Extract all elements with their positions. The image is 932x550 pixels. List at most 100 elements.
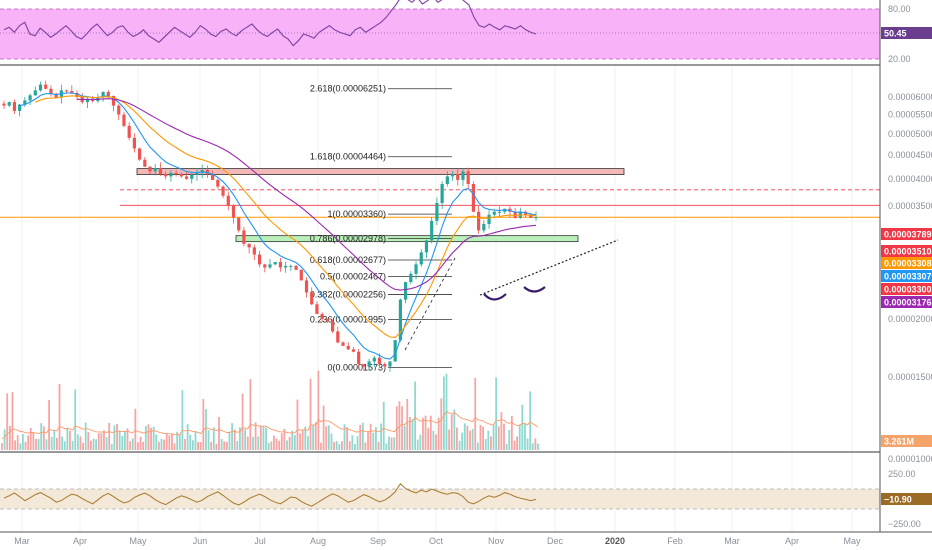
price-tag-text: 0.00003789 <box>884 230 932 240</box>
candle-body <box>221 186 225 196</box>
volume-bar <box>254 422 257 450</box>
candle-body <box>278 262 283 268</box>
volume-value-tag[interactable] <box>881 435 932 447</box>
volume-bar <box>432 430 435 450</box>
volume-bar <box>479 424 482 450</box>
dotted-trendline[interactable] <box>479 239 619 296</box>
volume-bar <box>309 378 312 450</box>
candle-body <box>138 148 142 160</box>
volume-bar <box>74 389 77 450</box>
candle-body <box>497 211 502 213</box>
candle-body <box>75 93 79 97</box>
volume-bar <box>440 398 443 450</box>
candle-body <box>132 137 136 149</box>
volume-bar <box>419 434 422 450</box>
price-tick-label: 0.00002000 <box>888 314 932 324</box>
volume-bar <box>351 435 354 450</box>
candle-body <box>398 299 402 341</box>
price-axis[interactable]: 80.00 20.00 0.00006000 0.00005500 0.00005000… <box>881 4 932 529</box>
volume-bar <box>280 433 283 450</box>
volume-bar <box>341 441 343 450</box>
volume-bar <box>202 399 205 450</box>
volume-bar <box>453 409 456 450</box>
cci-value-tag[interactable] <box>881 493 932 505</box>
volume-bar <box>147 424 150 450</box>
time-axis[interactable]: Mar Apr May Jun Jul Aug Sep Oct Nov Dec 2020 Feb Mar… <box>14 536 861 546</box>
rsi-value-tag-text: 50.45 <box>884 29 907 39</box>
volume-bar <box>157 441 160 450</box>
rsi-series-line <box>3 0 537 47</box>
volume-bar <box>490 436 492 450</box>
time-tick-label: May <box>129 536 147 546</box>
price-tag[interactable] <box>881 296 932 308</box>
left-shoulder-arc[interactable] <box>483 293 507 301</box>
candle-body <box>435 203 439 221</box>
volume-bar <box>16 435 19 450</box>
volume-bar <box>427 428 430 450</box>
cci-panel[interactable] <box>0 483 880 510</box>
rsi-value-tag[interactable] <box>881 27 932 39</box>
candles <box>2 80 538 372</box>
volume-bar <box>116 423 118 450</box>
candle-body <box>252 247 256 255</box>
candle-body <box>310 292 314 305</box>
candle-body <box>190 174 194 179</box>
volume-ma-line <box>1 410 539 439</box>
right-shoulder-arc[interactable] <box>523 286 546 293</box>
volume-bar <box>369 423 372 450</box>
volume-bar <box>97 433 100 450</box>
volume-bar <box>205 409 207 450</box>
volume-bar <box>500 412 503 450</box>
volume-bar <box>526 438 529 450</box>
fib-level-label: 0.618(0.00002677) <box>310 255 386 265</box>
volume-bar <box>103 430 105 450</box>
volume-bar <box>393 437 396 450</box>
candle-body <box>377 357 382 364</box>
volume-bar <box>278 440 281 450</box>
resistance-zone[interactable] <box>136 168 625 175</box>
rsi-panel[interactable] <box>0 0 880 60</box>
volume-bar <box>361 422 364 450</box>
candle-body <box>106 92 110 96</box>
volume-bar <box>223 441 226 450</box>
volume-bar <box>317 370 320 450</box>
candle-body <box>450 173 455 177</box>
price-tag[interactable] <box>881 283 932 295</box>
volume-bar <box>359 424 362 450</box>
volume-bar <box>293 435 296 450</box>
candle-body <box>122 114 126 126</box>
volume-bar <box>471 428 474 450</box>
volume-bar <box>327 425 330 450</box>
volume-bar <box>92 438 95 450</box>
volume-bar <box>45 439 48 450</box>
fib-level-label: 0.5(0.00002467) <box>320 272 386 282</box>
volume-bar <box>283 428 286 450</box>
candle-body <box>289 265 293 267</box>
price-tag[interactable] <box>881 257 932 269</box>
volume-bar <box>497 426 500 450</box>
volume-bar <box>442 376 445 450</box>
candle-body <box>419 252 423 265</box>
volume-bar <box>322 405 325 450</box>
volume-bar <box>139 436 142 450</box>
volume-bar <box>40 423 43 450</box>
volume-bar <box>291 430 294 450</box>
price-tag[interactable] <box>881 228 932 240</box>
volume-bar <box>270 441 273 450</box>
candle-body <box>263 264 267 268</box>
candle-body <box>169 172 173 177</box>
candle-body <box>28 95 32 101</box>
volume-bar <box>537 443 539 450</box>
volume-bar <box>474 378 477 450</box>
price-tag[interactable] <box>881 270 932 282</box>
time-tick-label: Aug <box>310 536 326 546</box>
candle-body <box>445 176 449 185</box>
candle-body <box>184 176 189 179</box>
candle-body <box>513 211 517 218</box>
price-panel[interactable]: 2.618(0.00006251) 1.618(0.00004464) 1(0.00… <box>0 80 880 450</box>
volume-bar <box>61 436 64 450</box>
volume-bar <box>416 439 419 450</box>
price-tag[interactable] <box>881 245 932 257</box>
candle-body <box>315 304 319 314</box>
